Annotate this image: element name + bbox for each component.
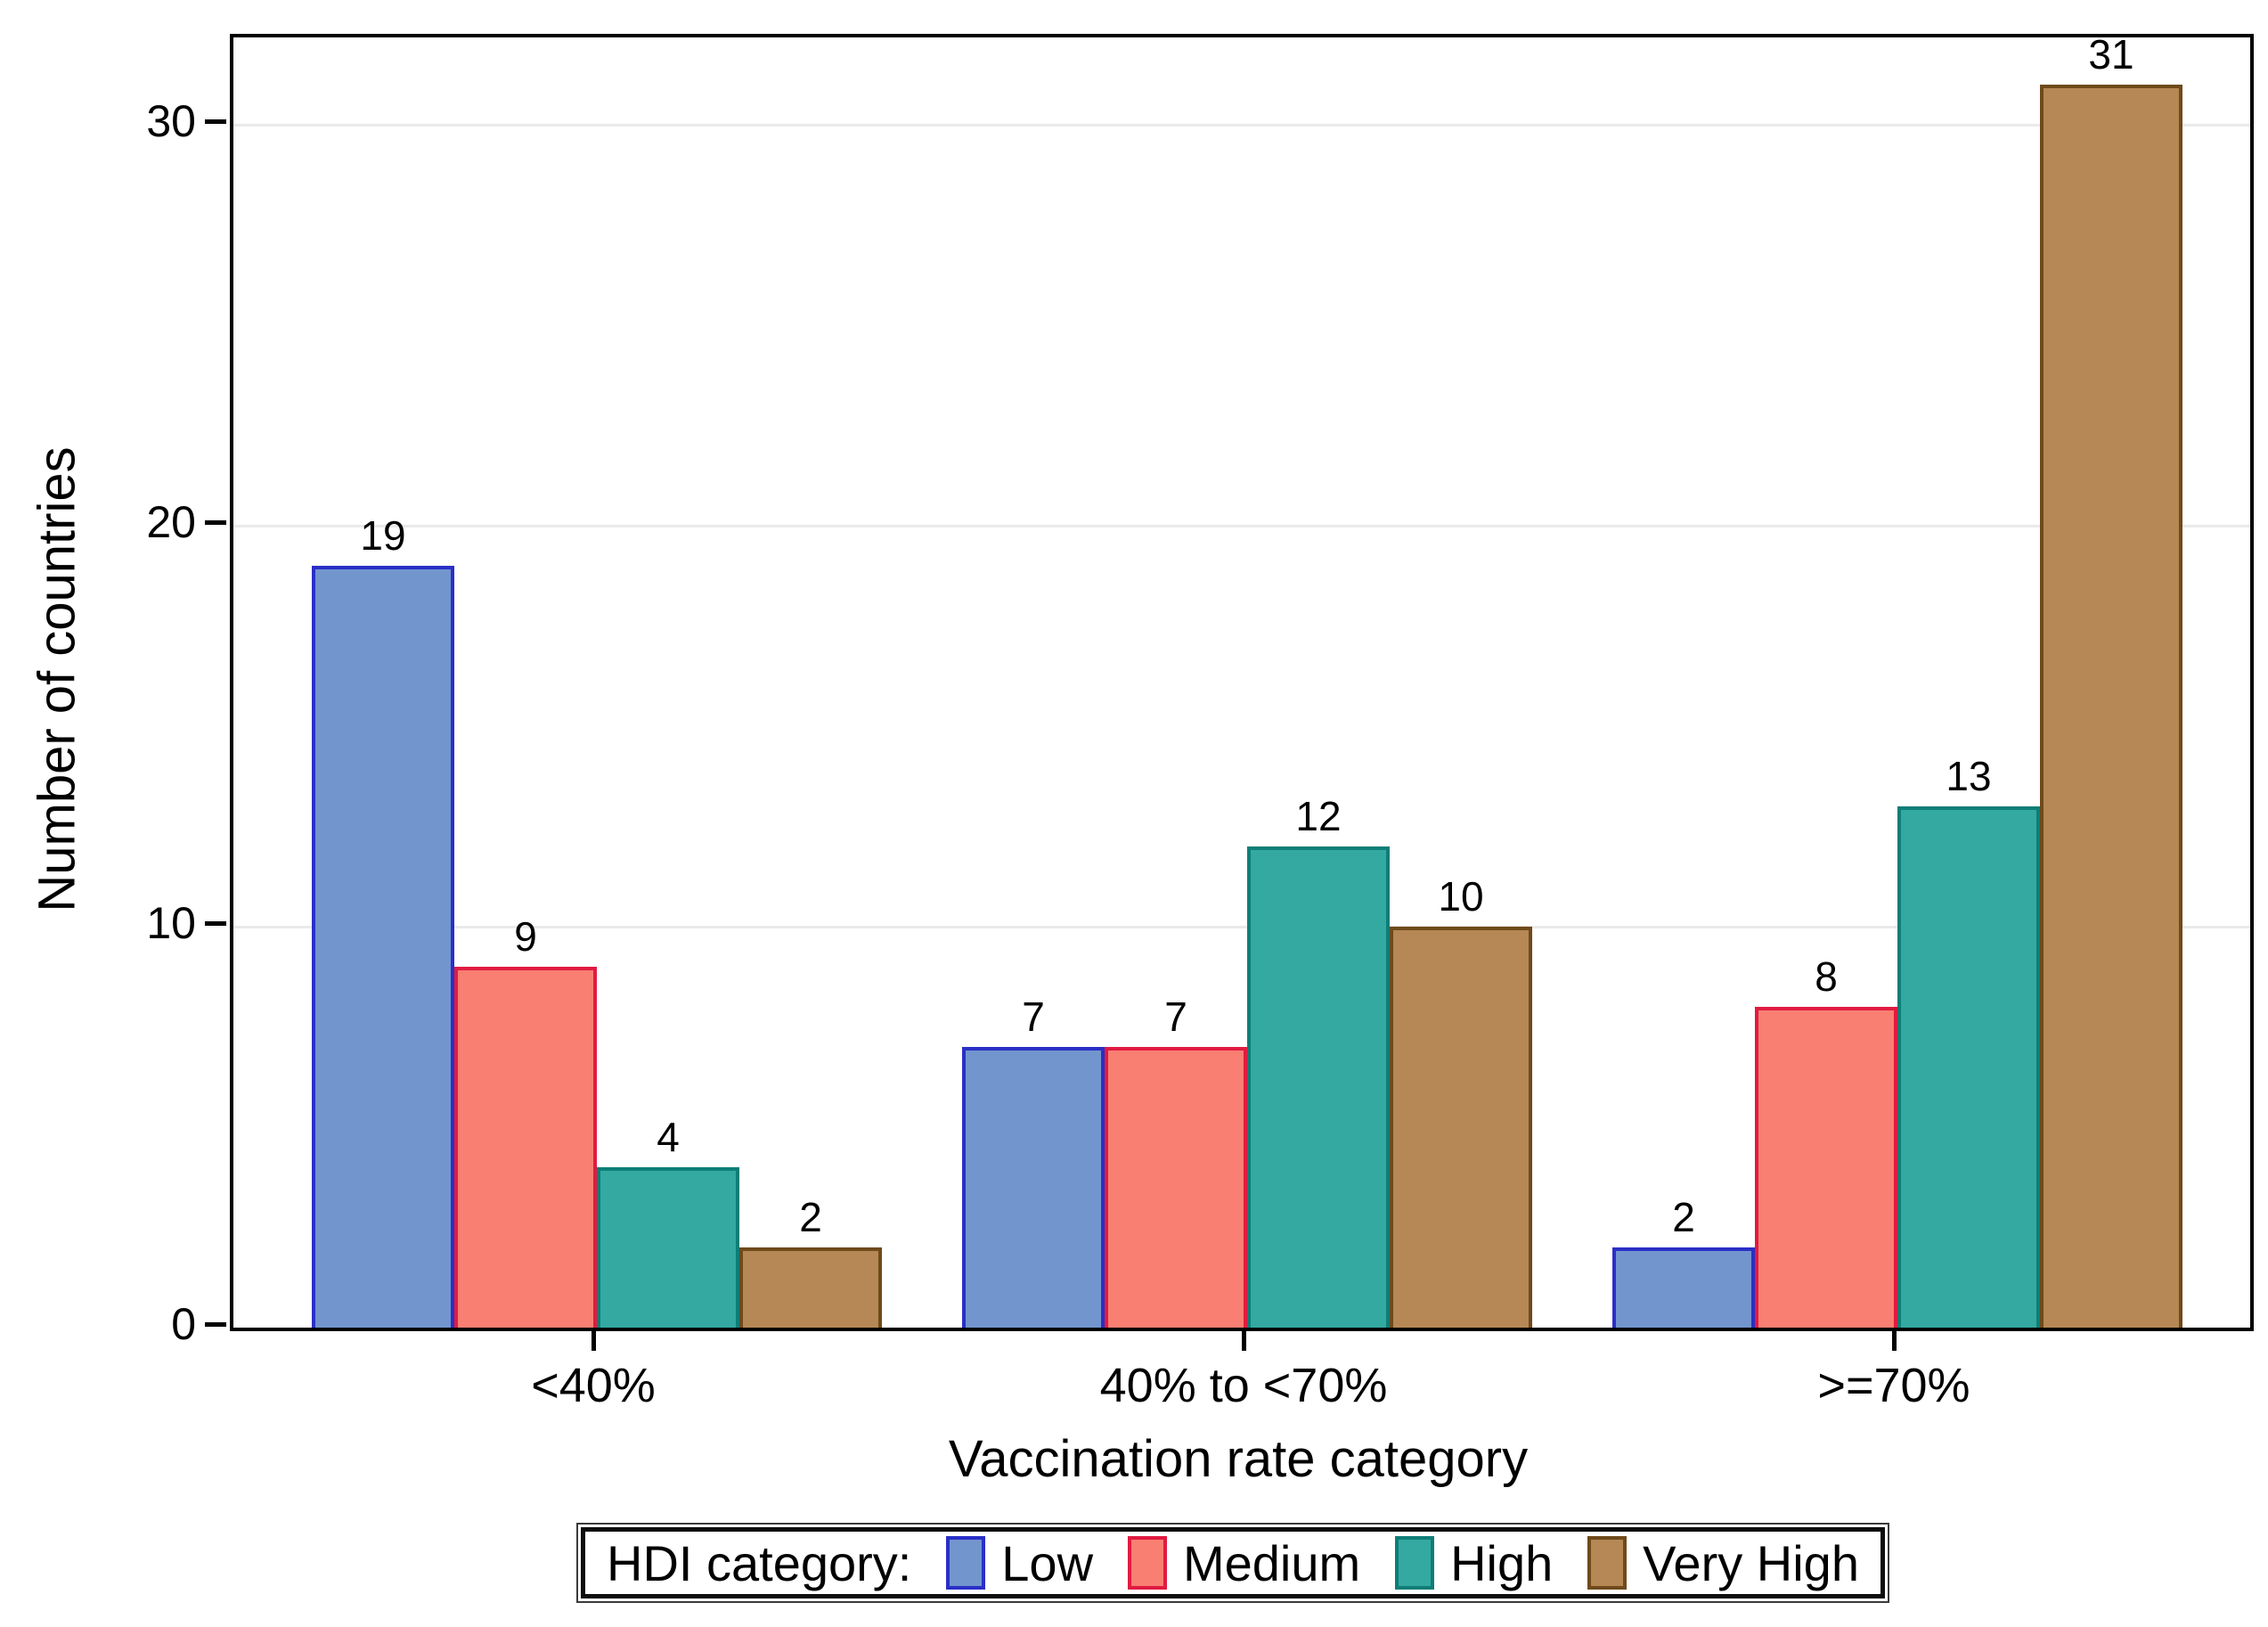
- legend-item: Low: [946, 1534, 1093, 1592]
- gridline: [233, 124, 2250, 127]
- bar-value-label: 10: [1438, 873, 1484, 920]
- x-axis-title: Vaccination rate category: [948, 1430, 1529, 1488]
- legend-item: Very High: [1587, 1534, 1859, 1592]
- legend-item: Medium: [1127, 1534, 1361, 1592]
- bar-value-label: 2: [1672, 1194, 1695, 1240]
- legend-item: High: [1395, 1534, 1553, 1592]
- legend-title: HDI category:: [607, 1534, 912, 1591]
- x-axis-tick: [1892, 1328, 1897, 1351]
- bar: [1755, 1007, 1897, 1328]
- bar: [597, 1167, 739, 1328]
- bar-value-label: 9: [514, 913, 537, 960]
- bar-value-label: 12: [1295, 793, 1342, 839]
- bar: [739, 1247, 882, 1328]
- gridline: [233, 926, 2250, 928]
- bar: [1612, 1247, 1755, 1328]
- y-axis-tick-label: 10: [146, 898, 196, 948]
- legend-item-label: Very High: [1643, 1534, 1859, 1591]
- legend-item-label: High: [1450, 1534, 1554, 1591]
- bar-value-label: 13: [1946, 753, 1992, 799]
- legend-item-label: Medium: [1182, 1534, 1361, 1591]
- bar-value-label: 4: [657, 1114, 680, 1160]
- x-axis-tick-label: >=70%: [1817, 1359, 1970, 1412]
- x-axis-tick-label: 40% to <70%: [1099, 1359, 1388, 1412]
- bar-value-label: 8: [1815, 953, 1838, 1000]
- y-axis-tick-label: 20: [146, 497, 196, 547]
- bar-value-label: 19: [360, 512, 406, 559]
- bar: [1897, 806, 2040, 1328]
- y-axis-tick-label: 0: [171, 1299, 196, 1349]
- legend-swatch-icon: [946, 1536, 986, 1590]
- bar-value-label: 7: [1164, 993, 1187, 1040]
- legend-swatch-icon: [1395, 1536, 1435, 1590]
- bar: [2040, 85, 2182, 1328]
- x-axis-tick-label: <40%: [531, 1359, 656, 1412]
- bar-value-label: 7: [1022, 993, 1045, 1040]
- plot-area: 19 9 4 2 7 7 12 10 2 8 13 31: [230, 31, 2254, 1331]
- y-axis-tick: [205, 921, 226, 926]
- bar-value-label: 31: [2088, 31, 2134, 78]
- y-axis-title-area: Number of countries: [29, 34, 86, 1324]
- y-axis-tick: [205, 119, 226, 124]
- legend-swatch-icon: [1587, 1536, 1628, 1590]
- legend-box: HDI category: Low Medium High Very High: [576, 1523, 1889, 1603]
- x-axis-tick: [1242, 1328, 1246, 1351]
- legend-swatch-icon: [1127, 1536, 1167, 1590]
- y-axis-tick: [205, 1322, 226, 1327]
- gridline: [233, 525, 2250, 527]
- bar-value-label: 2: [799, 1194, 822, 1240]
- x-axis-tick: [591, 1328, 596, 1351]
- bar: [312, 566, 454, 1328]
- y-axis-tick-label: 30: [146, 96, 196, 146]
- y-axis-tick: [205, 520, 226, 525]
- bar: [1105, 1047, 1247, 1328]
- legend-item-label: Low: [1001, 1534, 1094, 1591]
- bar: [454, 967, 597, 1328]
- bar: [962, 1047, 1105, 1328]
- bar: [1247, 846, 1390, 1328]
- bar: [1390, 927, 1532, 1328]
